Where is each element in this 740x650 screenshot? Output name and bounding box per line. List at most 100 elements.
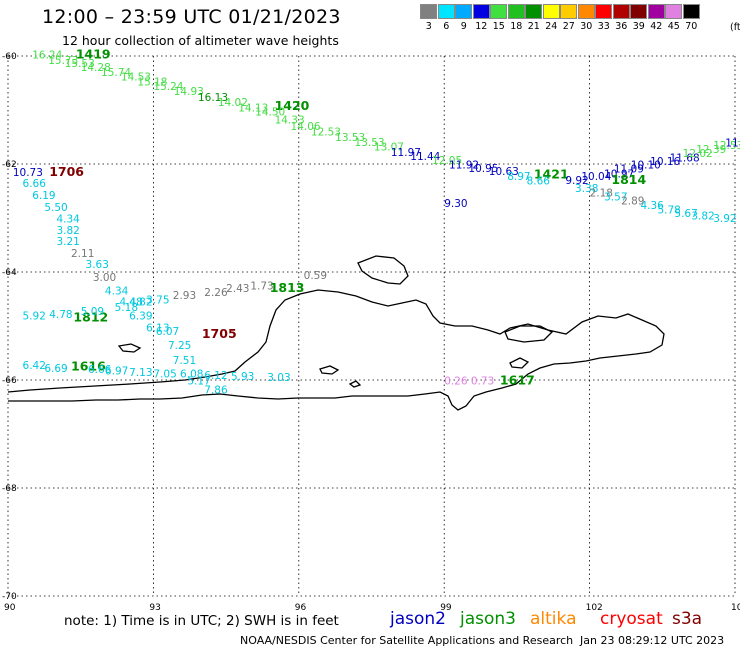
legend-cryosat: cryosat (600, 609, 663, 629)
color-swatch (577, 4, 595, 19)
longitude-tick-label: 96 (295, 603, 307, 613)
credit-line: NOAA/NESDIS Center for Satellite Applica… (240, 634, 574, 647)
wave-height-value: 14.53 (121, 71, 151, 83)
color-scale-unit: (ft) (730, 22, 740, 33)
pass-time-label: 1813 (270, 280, 305, 295)
wave-height-value: 16.13 (198, 92, 228, 104)
wave-height-value: 14.02 (218, 97, 248, 109)
wave-height-value: 12.39 (696, 144, 726, 156)
pass-time-label: 1812 (73, 310, 108, 325)
coastline-segment (357, 255, 409, 285)
wave-height-value: 5.78 (657, 205, 680, 217)
color-scale-label: 30 (580, 21, 593, 32)
longitude-tick-label: 93 (149, 603, 160, 613)
wave-height-value: 4.34 (56, 213, 80, 225)
longitude-tick-label: 99 (440, 603, 452, 613)
wave-height-value: 16.24 (32, 50, 62, 62)
latitude-tick-label: -62 (2, 160, 17, 170)
wave-height-value: 10.97 (604, 169, 634, 181)
latitude-tick-label: -66 (2, 376, 17, 386)
longitude-tick-label: 90 (4, 603, 16, 613)
legend-s3a: s3a (672, 609, 703, 629)
wave-height-value: 10.04 (581, 171, 611, 183)
wave-height-value: 15.18 (137, 77, 167, 89)
pass-time-label: 1420 (275, 98, 310, 113)
wave-height-value: 3.57 (604, 192, 627, 204)
wave-height-value: 7.51 (173, 355, 196, 367)
color-scale-swatches (420, 4, 700, 19)
color-swatch (630, 4, 647, 19)
color-swatch (682, 4, 700, 19)
wave-height-value: 10.10 (631, 159, 661, 171)
color-swatch (665, 4, 682, 19)
color-swatch (525, 4, 542, 19)
pass-time-label: 1705 (202, 326, 237, 341)
wave-height-value: 13.53 (355, 137, 385, 149)
color-scale-label: 39 (632, 21, 645, 32)
wave-height-value: 0.59 (304, 270, 327, 282)
pass-time-label: 1616 (71, 358, 106, 373)
coastline-segment (117, 343, 142, 353)
color-swatch (612, 4, 630, 19)
map-title: 12:00 – 23:59 UTC 01/21/2023 (42, 6, 341, 28)
wave-height-value: 3.82 (56, 225, 79, 237)
latitude-tick-label: -68 (2, 484, 17, 494)
wave-height-value: 3.75 (146, 294, 169, 306)
pass-time-label: 1419 (76, 47, 111, 62)
color-swatch (560, 4, 577, 19)
color-swatch (542, 4, 560, 19)
wave-height-value: 5.93 (231, 371, 254, 383)
wave-height-value: 13.53 (335, 132, 365, 144)
color-scale-label: 24 (545, 21, 558, 32)
footer-note: note: 1) Time is in UTC; 2) SWH is in fe… (64, 613, 339, 629)
coastline-segment (509, 357, 530, 369)
color-scale-labels: 3 6 9 12 15 18 21 24 27 30 33 36 39 42 45 70 (420, 21, 700, 32)
pass-time-label: 1706 (49, 164, 84, 179)
wave-height-value: 3.38 (575, 183, 598, 195)
wave-height-value: 2.26 (204, 287, 228, 299)
wave-height-value: 5.67 (674, 208, 697, 220)
legend-jason2: jason2 (390, 609, 446, 629)
coastline-segment (348, 380, 362, 388)
wave-height-value: 14.33 (275, 115, 305, 127)
wave-height-value: 8.97 (507, 171, 530, 183)
color-swatch (455, 4, 472, 19)
wave-height-value: 7.25 (168, 340, 191, 352)
wave-height-value: 6.08 (180, 368, 203, 380)
color-scale-label: 27 (562, 21, 575, 32)
wave-height-value: 7.05 (153, 368, 176, 380)
color-swatch (490, 4, 507, 19)
longitude-tick-label: 102 (586, 603, 603, 613)
color-swatch (472, 4, 490, 19)
wave-height-value: 4.82 (129, 296, 152, 308)
wave-height-value: 10.95 (468, 163, 498, 175)
wave-height-observations: 16.24 141915.7315.5314.2815.7414.5315.181… (13, 47, 740, 397)
wave-height-value: 11.44 (410, 151, 440, 163)
wave-height-value: 5.18 (115, 302, 138, 314)
wave-height-value: 3.82 (691, 211, 714, 223)
wave-height-value: 15.73 (48, 55, 78, 67)
wave-height-value: 12.02 (683, 148, 713, 160)
wave-height-value: 4.36 (640, 200, 664, 212)
pass-time-label: 1814 (611, 172, 646, 187)
wave-height-value: 6.42 (23, 360, 46, 372)
wave-height-value: 0.26 (444, 375, 468, 387)
color-swatch (437, 4, 455, 19)
wave-height-value: 14.28 (81, 62, 111, 74)
wave-height-value: 14.06 (291, 121, 321, 133)
wave-height-value: 7.13 (129, 367, 152, 379)
color-swatch (507, 4, 525, 19)
wave-height-value: 11.09 (614, 164, 644, 176)
color-swatch (420, 4, 437, 19)
wave-height-value: 6.66 (88, 364, 112, 376)
wave-height-value: 1.73 (250, 280, 273, 292)
legend-altika: altika (530, 609, 577, 629)
coastline-segment (319, 365, 340, 375)
color-scale-label: 45 (667, 21, 680, 32)
coastline-segment (504, 325, 554, 343)
wave-height-value: 15.24 (153, 81, 183, 93)
wave-height-value: 12.53 (311, 126, 341, 138)
wave-height-value: 0.73 (471, 375, 494, 387)
wave-height-value: 7.86 (204, 385, 228, 397)
